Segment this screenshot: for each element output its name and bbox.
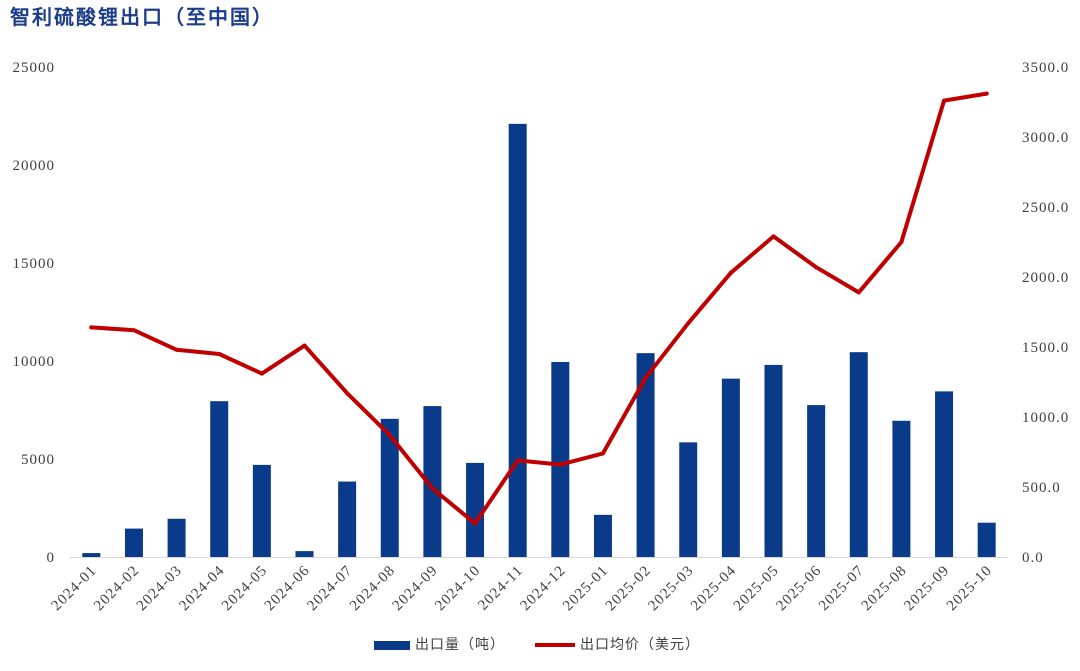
bar-2024-02 [124, 528, 143, 557]
bar-2024-09 [423, 406, 442, 557]
y-right-tick-label: 0.0 [1022, 550, 1044, 566]
x-tick-label: 2024-08 [347, 563, 399, 615]
bar-2025-06 [807, 405, 826, 557]
x-tick-label: 2024-06 [262, 563, 314, 615]
x-tick-label: 2024-11 [475, 563, 526, 614]
bar-2024-05 [252, 464, 271, 557]
bar-2024-07 [338, 481, 357, 557]
x-tick-label: 2025-08 [859, 563, 911, 615]
line-series-export-price [89, 91, 989, 526]
x-tick-label: 2024-02 [91, 563, 143, 615]
price-point-2024-12 [558, 462, 563, 467]
x-tick-label: 2024-01 [49, 563, 101, 615]
bar-2024-06 [295, 551, 314, 557]
price-point-2024-04 [217, 352, 222, 356]
bar-2024-08 [380, 418, 399, 557]
bar-2025-09 [935, 391, 954, 557]
bar-2024-10 [466, 462, 485, 557]
legend: 出口量（吨） 出口均价（美元） [374, 634, 700, 656]
x-tick-label: 2024-09 [390, 563, 442, 615]
x-tick-label: 2025-10 [944, 563, 996, 615]
y-right-tick-label: 1000.0 [1022, 410, 1069, 426]
x-tick-label: 2025-03 [645, 563, 697, 615]
x-tick-label: 2024-05 [219, 563, 271, 615]
legend-label-volume: 出口量（吨） [415, 637, 505, 653]
legend-item-volume: 出口量（吨） [374, 634, 505, 656]
x-tick-label: 2024-03 [134, 563, 186, 615]
bar-2024-11 [508, 123, 527, 557]
y-right-tick-label: 3000.0 [1022, 130, 1069, 146]
x-tick-label: 2024-12 [518, 563, 570, 615]
x-tick-labels: 2024-012024-022024-032024-042024-052024-… [49, 563, 996, 615]
price-point-2024-06 [302, 343, 307, 348]
y-right-tick-label: 3500.0 [1022, 60, 1069, 76]
legend-label-price: 出口均价（美元） [580, 637, 700, 653]
price-point-2024-01 [89, 325, 94, 330]
x-tick-label: 2025-01 [560, 563, 612, 615]
bar-2025-08 [892, 420, 911, 557]
legend-swatch-volume [374, 640, 410, 650]
bar-2024-12 [551, 361, 570, 557]
y-left-tick-labels: 0 5000 10000 15000 20000 25000 [13, 60, 56, 566]
legend-item-price: 出口均价（美元） [535, 634, 700, 656]
y-left-tick-label: 20000 [13, 158, 56, 174]
bar-2025-05 [764, 364, 783, 557]
bar-2024-04 [210, 401, 229, 557]
bar-2024-03 [167, 518, 186, 557]
y-right-tick-labels: 0.0 500.0 1000.0 1500.0 2000.0 2500.0 3000.0 35… [1022, 60, 1069, 566]
price-point-2024-11 [515, 458, 520, 463]
chart-title: 智利硫酸锂出口（至中国） [10, 5, 274, 29]
bar-series-export-volume [82, 123, 996, 557]
bar-2025-07 [849, 352, 868, 557]
x-tick-label: 2025-07 [816, 563, 868, 615]
price-point-2025-07 [856, 290, 861, 295]
price-point-2024-10 [473, 521, 478, 526]
price-point-2024-02 [131, 328, 136, 333]
price-point-2024-03 [174, 347, 179, 352]
y-left-tick-label: 15000 [13, 256, 56, 272]
price-point-2025-09 [942, 98, 947, 103]
y-left-tick-label: 25000 [13, 60, 56, 76]
y-right-tick-label: 2000.0 [1022, 270, 1069, 286]
price-point-2025-04 [728, 270, 733, 275]
price-point-2025-03 [686, 321, 691, 326]
x-tick-label: 2024-10 [432, 563, 484, 615]
legend-swatch-price [535, 643, 575, 647]
price-point-2024-08 [387, 433, 392, 438]
bar-2024-01 [82, 553, 101, 557]
x-tick-label: 2025-04 [688, 563, 740, 615]
y-left-tick-label: 10000 [13, 354, 56, 370]
x-tick-label: 2025-09 [901, 563, 953, 615]
price-point-2024-09 [430, 486, 435, 491]
price-point-2025-06 [814, 265, 819, 270]
x-tick-label: 2024-07 [304, 563, 356, 615]
bar-2025-02 [636, 353, 655, 557]
y-right-tick-label: 500.0 [1022, 480, 1061, 496]
price-point-2024-05 [259, 371, 264, 376]
price-point-2025-02 [643, 375, 648, 380]
y-left-tick-label: 0 [47, 550, 56, 566]
y-right-tick-label: 1500.0 [1022, 340, 1069, 356]
bar-2025-03 [679, 442, 698, 557]
price-point-2025-10 [984, 91, 989, 96]
price-point-2025-01 [600, 451, 605, 456]
x-tick-label: 2025-05 [731, 563, 783, 615]
y-left-tick-label: 5000 [21, 452, 55, 468]
y-right-tick-label: 2500.0 [1022, 200, 1069, 216]
bar-2025-10 [977, 522, 996, 557]
x-tick-label: 2025-02 [603, 563, 655, 615]
x-tick-label: 2024-04 [176, 563, 228, 615]
bar-2025-01 [593, 514, 612, 557]
price-point-2024-07 [345, 391, 350, 396]
x-tick-label: 2025-06 [773, 563, 825, 615]
bar-2025-04 [721, 378, 740, 557]
price-point-2025-05 [771, 234, 776, 239]
price-point-2025-08 [899, 240, 904, 244]
line-series-points [89, 91, 989, 526]
